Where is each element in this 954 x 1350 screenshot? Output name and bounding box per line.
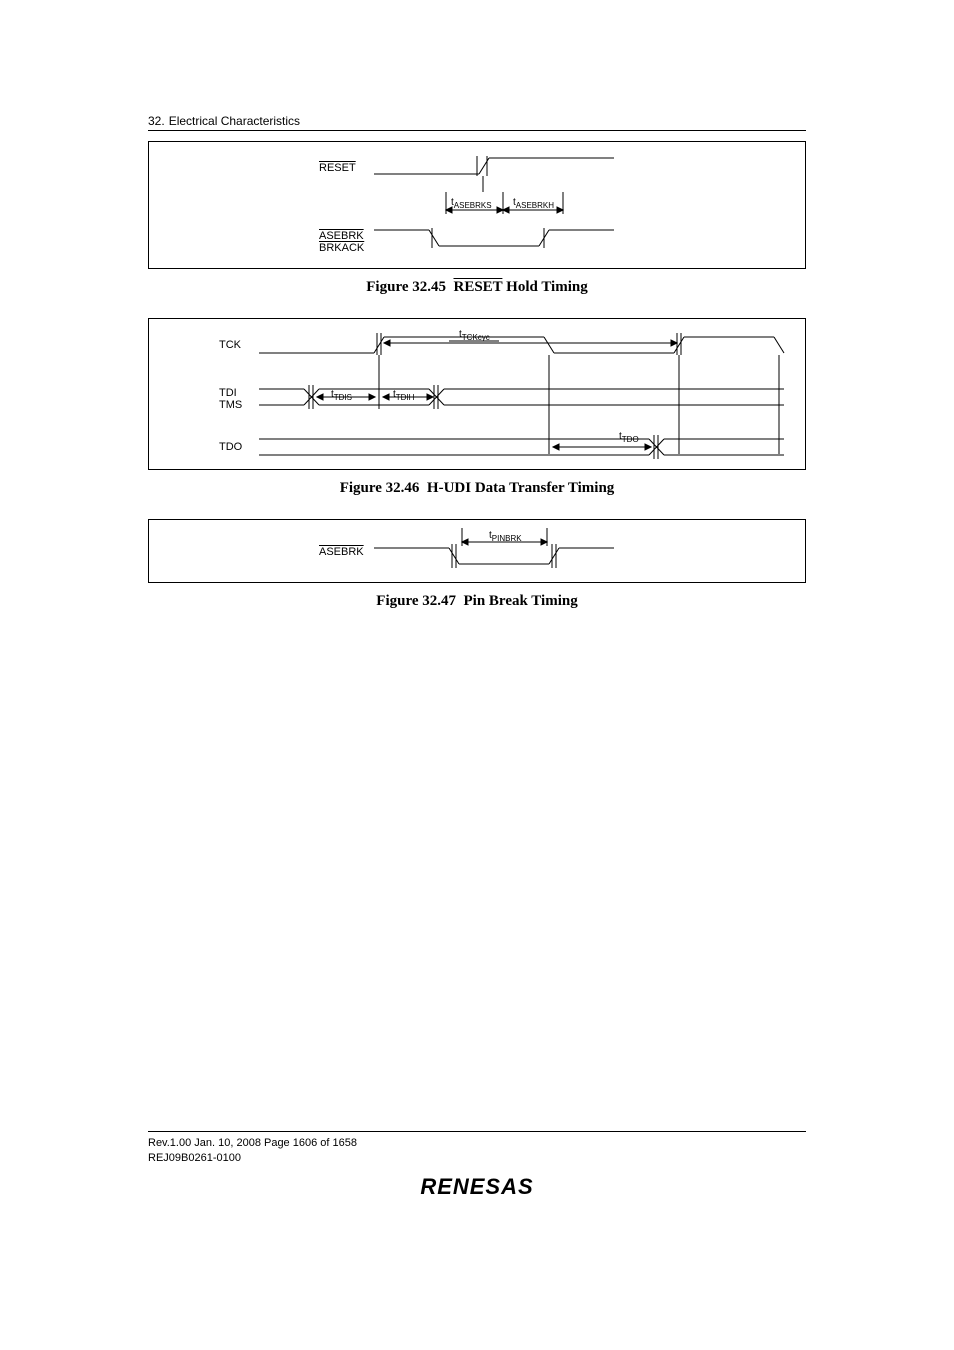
label-tms: TMS xyxy=(219,399,242,411)
param-tckcyc: tTCKcyc xyxy=(459,329,490,342)
param-pinbrk: tPINBRK xyxy=(489,530,522,543)
page-footer: Rev.1.00 Jan. 10, 2008 Page 1606 of 1658… xyxy=(148,1131,806,1200)
figure-45-caption: Figure 32.45 RESET Hold Timing xyxy=(148,279,806,296)
page: 32. Electrical Characteristics RESET ASE… xyxy=(0,0,954,1350)
fig47-prefix: Figure 32.47 xyxy=(376,593,456,609)
fig45-signal: RESET xyxy=(453,279,502,295)
figure-47-box: ASEBRK tPINBRK xyxy=(148,519,806,583)
label-brkack: BRKACK xyxy=(319,242,364,254)
logo-wrap: RENESAS xyxy=(148,1174,806,1200)
figure-45-box: RESET ASEBRK BRKACK tASEBRKS tASEBRKH xyxy=(148,141,806,269)
section-number: 32. xyxy=(148,114,165,128)
fig46-prefix: Figure 32.46 xyxy=(340,480,420,496)
figure-47-svg xyxy=(149,520,805,582)
figure-47-caption: Figure 32.47 Pin Break Timing xyxy=(148,593,806,610)
label-tdi: TDI xyxy=(219,387,237,399)
label-tdo: TDO xyxy=(219,441,242,453)
label-asebrk: ASEBRK xyxy=(319,230,364,242)
label-tdi-tms: TDI TMS xyxy=(219,387,242,411)
label-tck: TCK xyxy=(219,339,241,351)
param-asebrkh: tASEBRKH xyxy=(513,197,554,210)
figure-46-box: TCK TDI TMS TDO tTCKcyc tTDIS tTDIH tTDO xyxy=(148,318,806,470)
param-asebrks: tASEBRKS xyxy=(451,197,492,210)
figure-46-caption: Figure 32.46 H-UDI Data Transfer Timing xyxy=(148,480,806,497)
section-title: Electrical Characteristics xyxy=(169,114,300,128)
footer-line2: REJ09B0261-0100 xyxy=(148,1151,806,1166)
footer-rule xyxy=(148,1131,806,1132)
param-tdo: tTDO xyxy=(619,431,639,444)
fig46-suffix: H-UDI Data Transfer Timing xyxy=(427,480,614,496)
param-tdis: tTDIS xyxy=(331,389,352,402)
fig45-prefix: Figure 32.45 xyxy=(366,279,446,295)
label-asebrk-47: ASEBRK xyxy=(319,546,364,558)
footer-line1: Rev.1.00 Jan. 10, 2008 Page 1606 of 1658 xyxy=(148,1136,806,1151)
section-header-line: 32. Electrical Characteristics xyxy=(148,112,806,130)
fig47-suffix: Pin Break Timing xyxy=(464,593,578,609)
label-asebrk-brkack: ASEBRK BRKACK xyxy=(319,230,364,254)
param-tdih: tTDIH xyxy=(393,389,414,402)
fig45-suffix: Hold Timing xyxy=(506,279,588,295)
renesas-logo: RENESAS xyxy=(420,1174,533,1200)
label-reset: RESET xyxy=(319,162,356,174)
header-rule xyxy=(148,130,806,131)
